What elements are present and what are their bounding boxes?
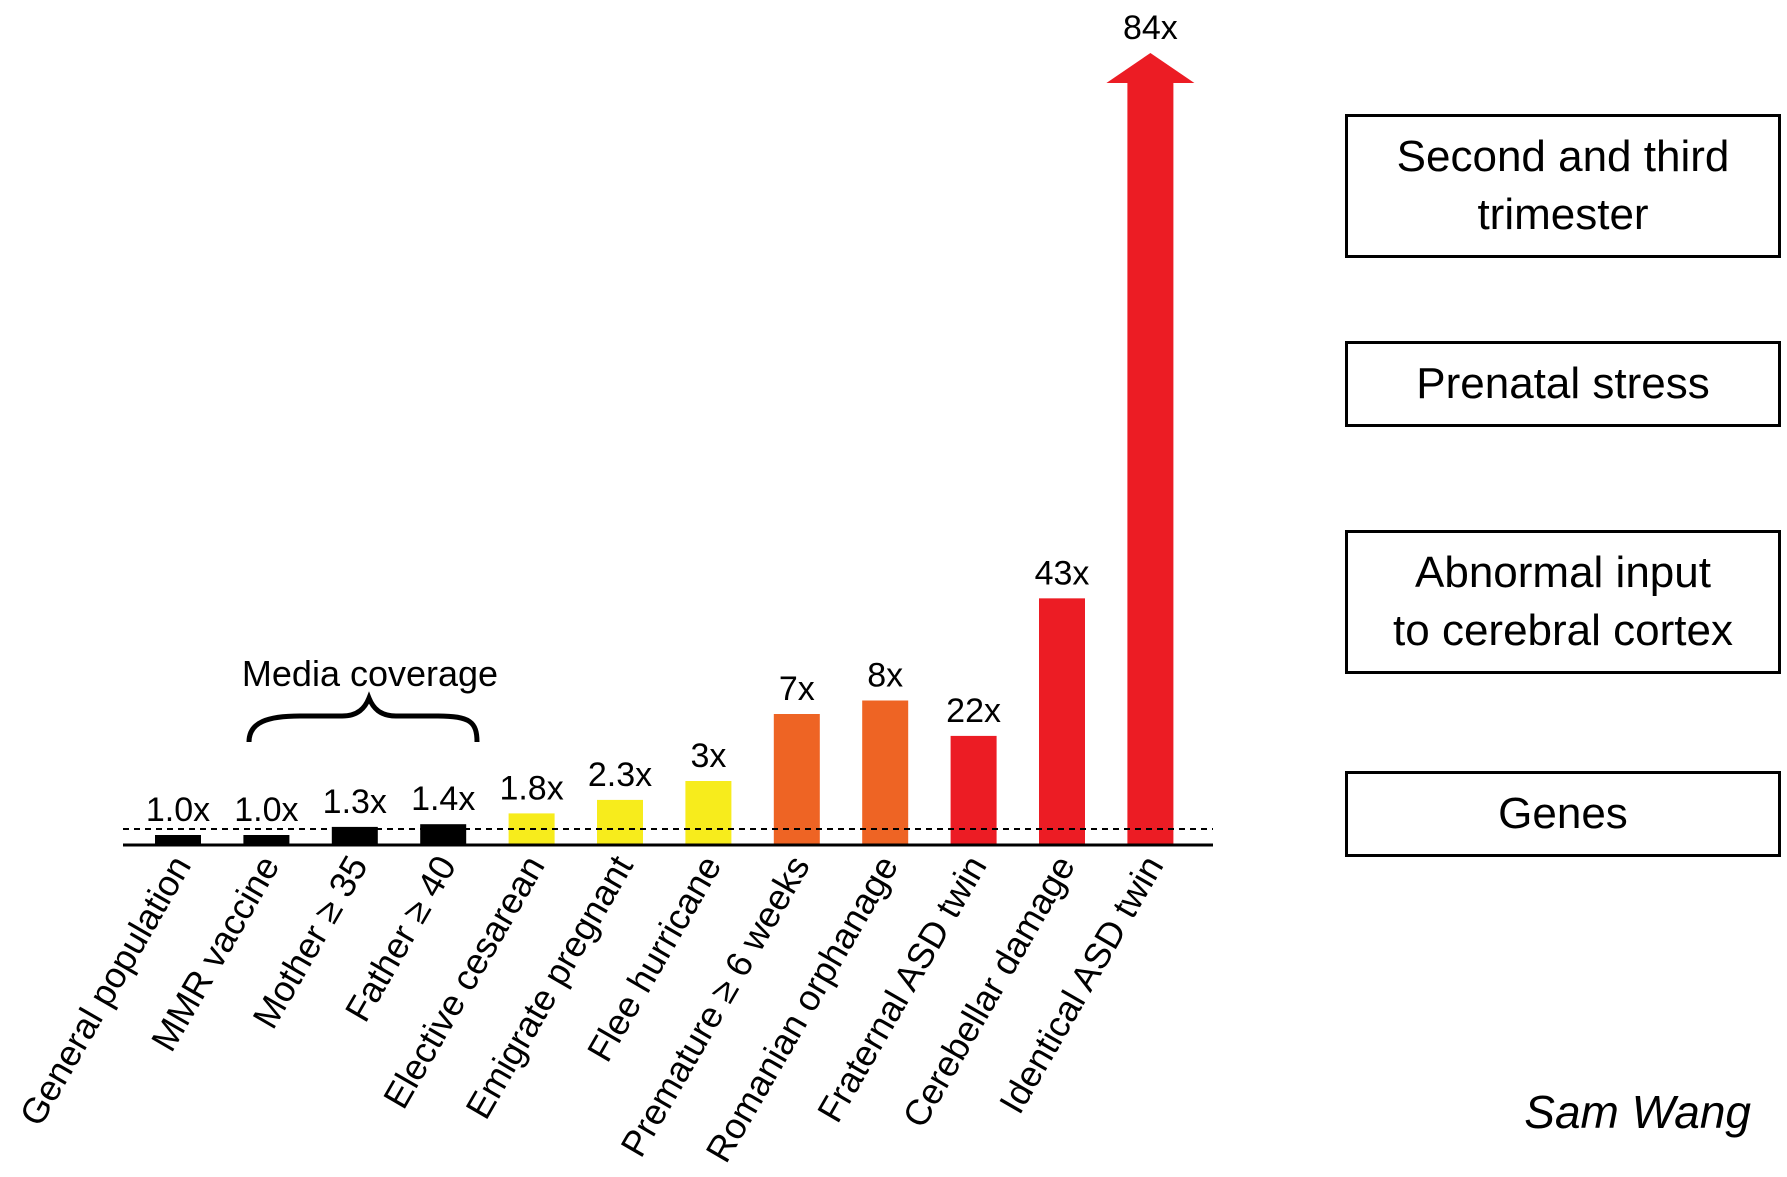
bar xyxy=(773,714,820,845)
legend-item-prenatal-stress: Prenatal stress xyxy=(1345,341,1781,427)
value-label: 43x xyxy=(1035,554,1090,592)
value-label: 1.8x xyxy=(499,769,563,807)
legend-line: Abnormal input xyxy=(1415,548,1711,597)
bar xyxy=(1039,598,1085,845)
value-label: 84x xyxy=(1123,9,1178,47)
legend-line: trimester xyxy=(1477,190,1649,239)
legend-item-genes: Genes xyxy=(1345,771,1781,857)
legend-line: to cerebral cortex xyxy=(1393,606,1733,655)
media-coverage-annotation: Media coverage xyxy=(242,653,498,743)
annotation-label: Media coverage xyxy=(242,653,498,694)
legend-line: Second and third xyxy=(1396,132,1730,181)
bar xyxy=(950,735,997,845)
bars-group xyxy=(155,53,1195,845)
author-credit: Sam Wang xyxy=(1524,1086,1751,1138)
value-label: 1.4x xyxy=(411,780,475,818)
legend-line: Prenatal stress xyxy=(1416,359,1710,408)
bar xyxy=(420,824,467,845)
value-label: 1.3x xyxy=(323,783,387,821)
value-labels-group: 1.0x 1.0x 1.3x 1.4x 1.8x 2.3x 3x 7x 8x 22x 43x 84x xyxy=(146,9,1178,829)
annotation-brace xyxy=(246,691,480,743)
value-label: 7x xyxy=(779,670,815,708)
value-label: 1.0x xyxy=(146,791,210,829)
value-label: 1.0x xyxy=(234,791,298,829)
bar xyxy=(685,781,732,845)
bar xyxy=(597,799,643,845)
bar xyxy=(862,700,909,845)
axis-group xyxy=(123,828,1213,847)
legend-line: Genes xyxy=(1498,789,1628,838)
bar-arrow xyxy=(1106,53,1195,845)
legend-item-second-third-trimester: Second and third trimester xyxy=(1345,114,1781,258)
value-label: 3x xyxy=(690,737,726,775)
bar xyxy=(331,826,378,845)
bar xyxy=(243,835,290,845)
value-label: 8x xyxy=(867,657,903,695)
legend-item-abnormal-input: Abnormal input to cerebral cortex xyxy=(1345,530,1781,674)
value-label: 22x xyxy=(946,692,1001,730)
category-tick-label: Elective cesarean xyxy=(375,849,553,1116)
category-tick-label: Identical ASD twin xyxy=(991,849,1172,1121)
value-label: 2.3x xyxy=(588,756,652,794)
bar xyxy=(155,835,201,845)
